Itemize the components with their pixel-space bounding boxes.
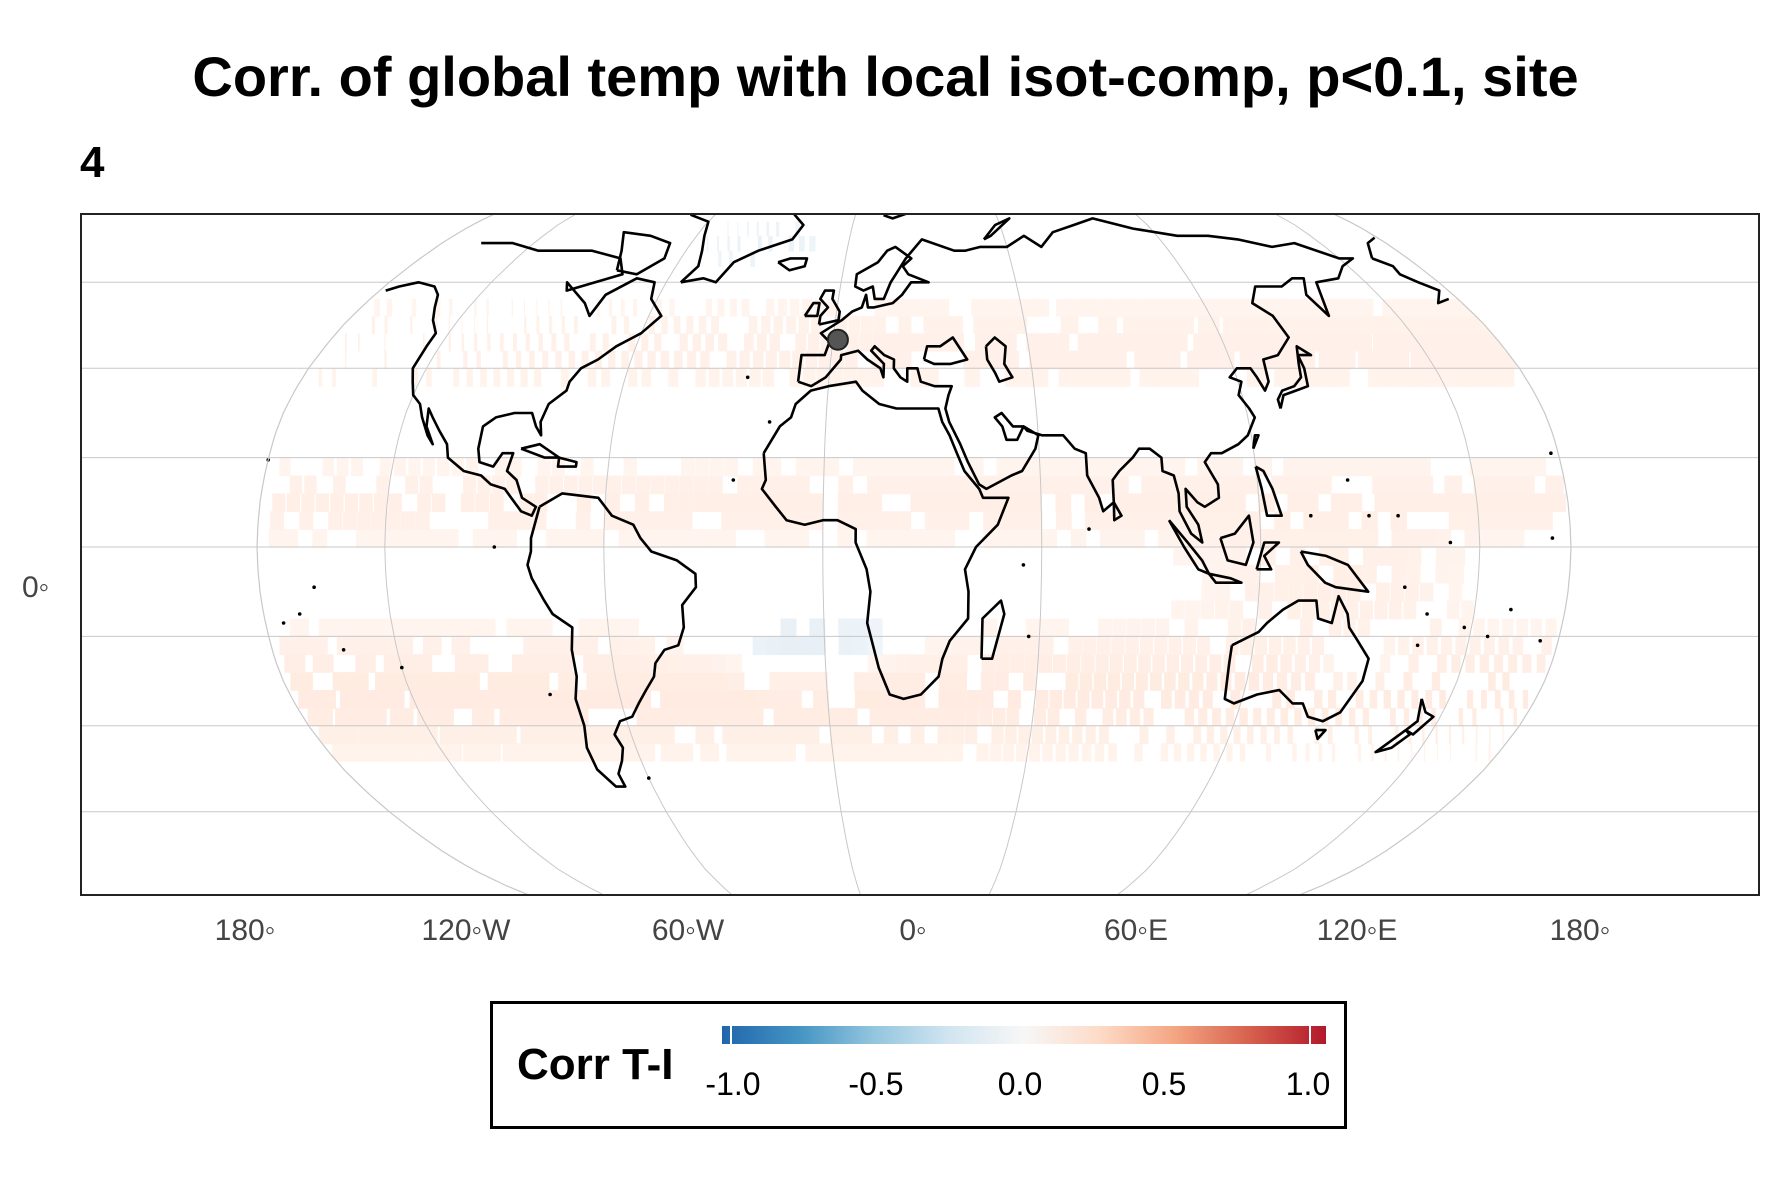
- coastline: [556, 456, 578, 468]
- coastline: [1254, 465, 1283, 517]
- map-title-continued: 4: [80, 138, 105, 187]
- legend-tick-m05: -0.5: [848, 1066, 904, 1102]
- coastline: [803, 301, 821, 318]
- legend-tick-05: 0.5: [1141, 1066, 1187, 1102]
- coastline: [883, 215, 907, 220]
- coastlines: [266, 215, 1555, 788]
- legend-tick-1: 1.0: [1285, 1066, 1331, 1102]
- coastline: [1255, 541, 1281, 571]
- x-tick-60w: 60◦W: [651, 914, 725, 947]
- x-tick-180w: 180◦: [214, 914, 276, 947]
- island: [1026, 634, 1031, 639]
- island: [1345, 478, 1350, 482]
- island: [548, 692, 552, 697]
- coastline: [984, 336, 1014, 383]
- colorbar-tick: [1309, 1026, 1311, 1044]
- island: [745, 375, 750, 380]
- island: [647, 776, 651, 780]
- island: [1403, 585, 1407, 589]
- coastline: [1112, 501, 1123, 522]
- coastline: [817, 289, 841, 326]
- coastline: [615, 230, 672, 276]
- coastline: [796, 217, 1355, 544]
- coastline: [1219, 514, 1255, 567]
- island: [1485, 634, 1490, 639]
- coastline: [1299, 550, 1370, 593]
- island: [1415, 643, 1420, 648]
- island: [1367, 513, 1371, 518]
- site-marker: [826, 328, 849, 351]
- coastline: [982, 217, 1011, 241]
- x-tick-60e: 60◦E: [1103, 914, 1169, 947]
- island: [1549, 451, 1553, 455]
- island: [767, 420, 772, 424]
- legend-tick-0: 0.0: [997, 1066, 1043, 1102]
- island: [1309, 513, 1313, 518]
- y-tick-equator: 0◦: [22, 571, 50, 604]
- coastline: [1314, 728, 1327, 741]
- island: [1087, 527, 1091, 531]
- island: [400, 665, 404, 670]
- colorbar: [722, 1026, 1326, 1044]
- coastline: [1276, 345, 1313, 409]
- map-title: Corr. of global temp with local isot-com…: [192, 45, 1579, 108]
- coastline: [679, 215, 805, 284]
- coastline: [1404, 698, 1435, 736]
- x-tick-0: 0◦: [899, 914, 927, 947]
- x-tick-120w: 120◦W: [421, 914, 511, 947]
- coastline: [1207, 572, 1243, 584]
- coastline: [1223, 594, 1370, 723]
- graticule-lines: [82, 215, 1758, 894]
- island: [281, 621, 286, 625]
- coastline: [922, 336, 969, 366]
- island: [1448, 540, 1453, 545]
- coastline: [526, 492, 698, 788]
- island: [1550, 536, 1555, 540]
- island: [297, 612, 302, 616]
- island: [1462, 625, 1467, 630]
- coastline: [520, 442, 561, 459]
- coastline: [980, 599, 1006, 660]
- colorbar-tick: [730, 1026, 732, 1044]
- island: [1509, 607, 1513, 612]
- colorbar-legend: Corr T-I -1.0 -0.5 0.0 0.5 1.0: [490, 1001, 1347, 1129]
- coastline: [760, 380, 1010, 701]
- x-tick-120e: 120◦E: [1316, 914, 1398, 947]
- island: [1021, 563, 1026, 567]
- coastline: [777, 257, 809, 272]
- island: [492, 545, 497, 549]
- island: [341, 648, 346, 652]
- island: [312, 585, 316, 589]
- island: [1538, 639, 1542, 643]
- coastline: [385, 236, 1450, 517]
- map-panel: [80, 213, 1760, 896]
- legend-title: Corr T-I: [517, 1040, 674, 1089]
- correlation-field: [268, 221, 1566, 762]
- x-tick-180e: 180◦: [1549, 914, 1611, 947]
- world-map: [82, 215, 1758, 894]
- island: [1396, 513, 1400, 518]
- globe-outline: [256, 215, 1572, 894]
- island: [1425, 612, 1429, 616]
- coastline: [1252, 434, 1260, 450]
- legend-tick-m1: -1.0: [705, 1066, 761, 1102]
- coastline: [1374, 729, 1411, 754]
- island: [731, 478, 736, 482]
